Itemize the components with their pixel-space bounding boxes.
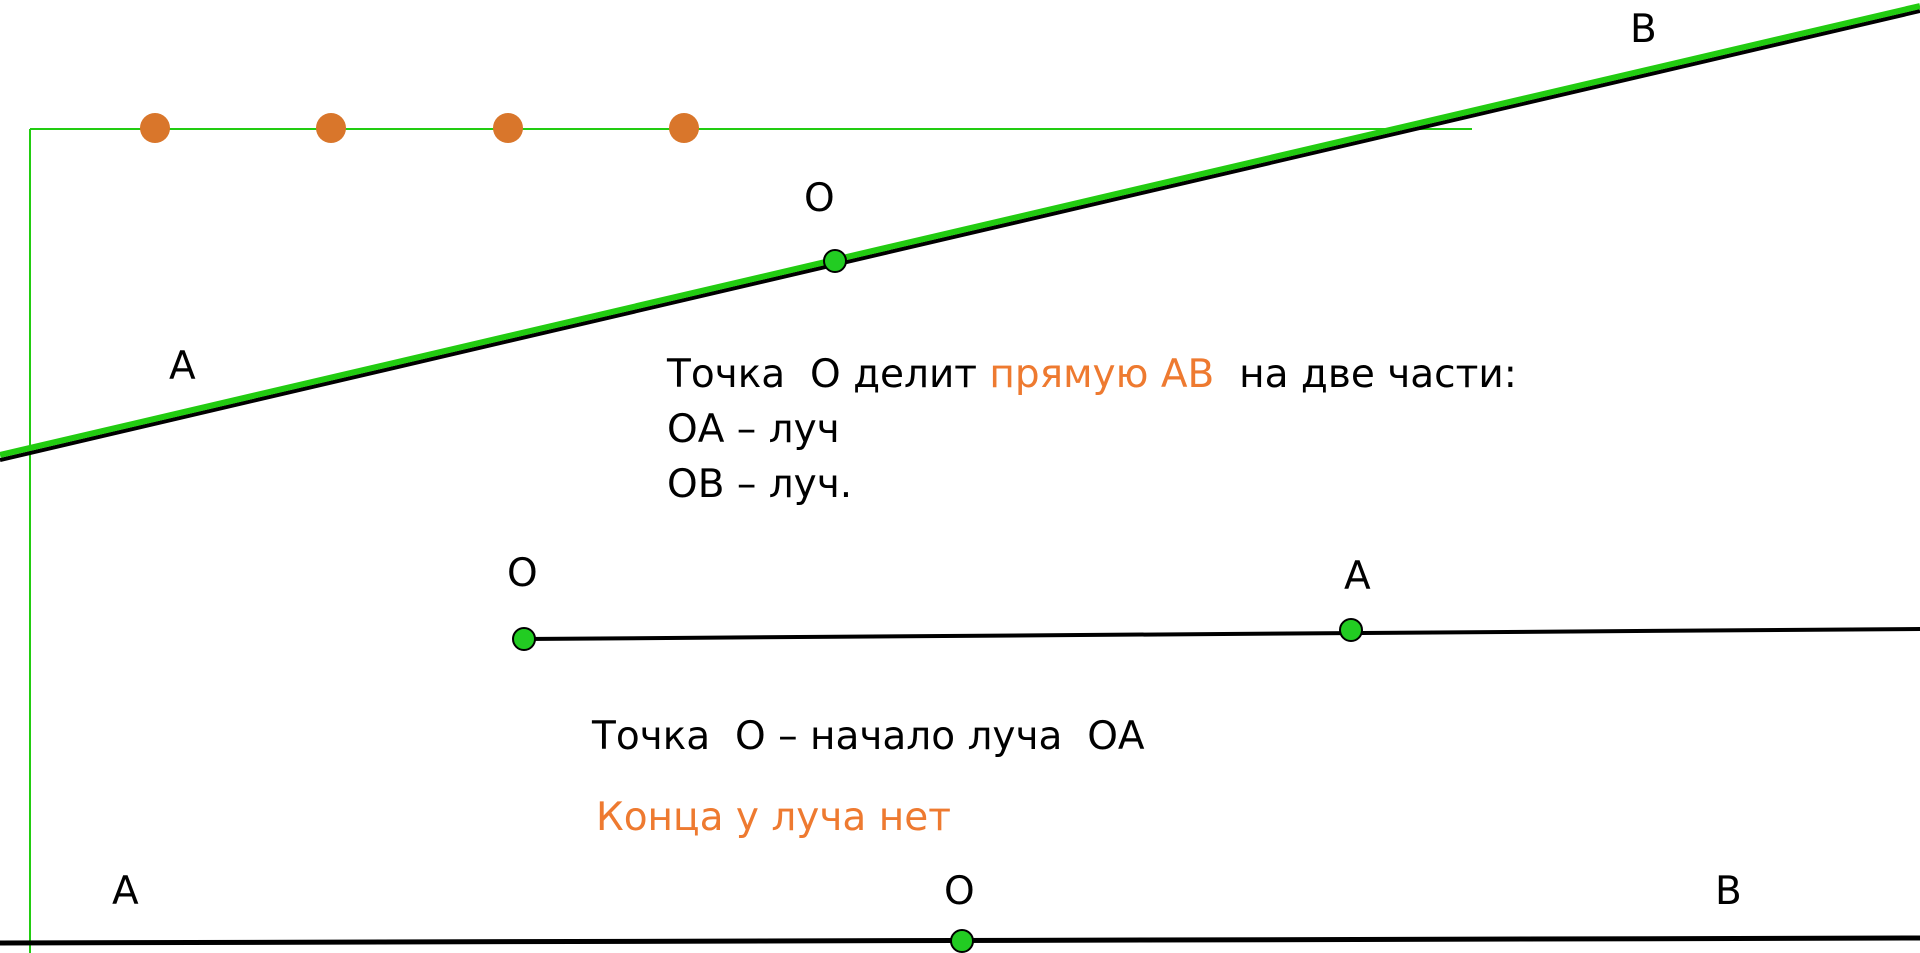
label-a-bottom: A (112, 869, 139, 914)
line-ab-shadow (0, 9, 1920, 462)
line-ab (0, 3, 1920, 462)
point-o-icon (823, 249, 847, 273)
text-line-1-part1: Точка О делит (666, 352, 989, 397)
bullet-icon (493, 113, 523, 143)
label-o-ray: О (507, 551, 538, 596)
point-a-ray-icon (1339, 618, 1363, 642)
ray-oa (523, 627, 1920, 641)
text-line-1-part2: на две части: (1214, 352, 1517, 397)
text-line-2: ОА – луч (667, 407, 840, 452)
line-ab-green (0, 3, 1920, 458)
label-b-bottom: B (1715, 869, 1742, 914)
label-a-ray: А (1344, 554, 1371, 599)
ray-caption: Точка О – начало луча ОА (591, 714, 1145, 759)
text-line-3: ОВ – луч. (667, 462, 852, 507)
label-a-top: A (169, 344, 196, 389)
bullet-icon (140, 113, 170, 143)
label-b-top: B (1630, 7, 1657, 52)
ray-note: Конца у луча нет (596, 795, 951, 840)
text-line-1: Точка О делит прямую АВ на две части: (666, 352, 1517, 397)
bullet-row (140, 113, 699, 143)
point-o-bottom-icon (950, 929, 974, 953)
bullet-icon (316, 113, 346, 143)
text-line-1-highlight: прямую АВ (989, 352, 1214, 397)
point-o-ray-icon (512, 627, 536, 651)
bullet-icon (669, 113, 699, 143)
label-o-top: O (804, 176, 835, 221)
label-o-bottom: O (944, 869, 975, 914)
